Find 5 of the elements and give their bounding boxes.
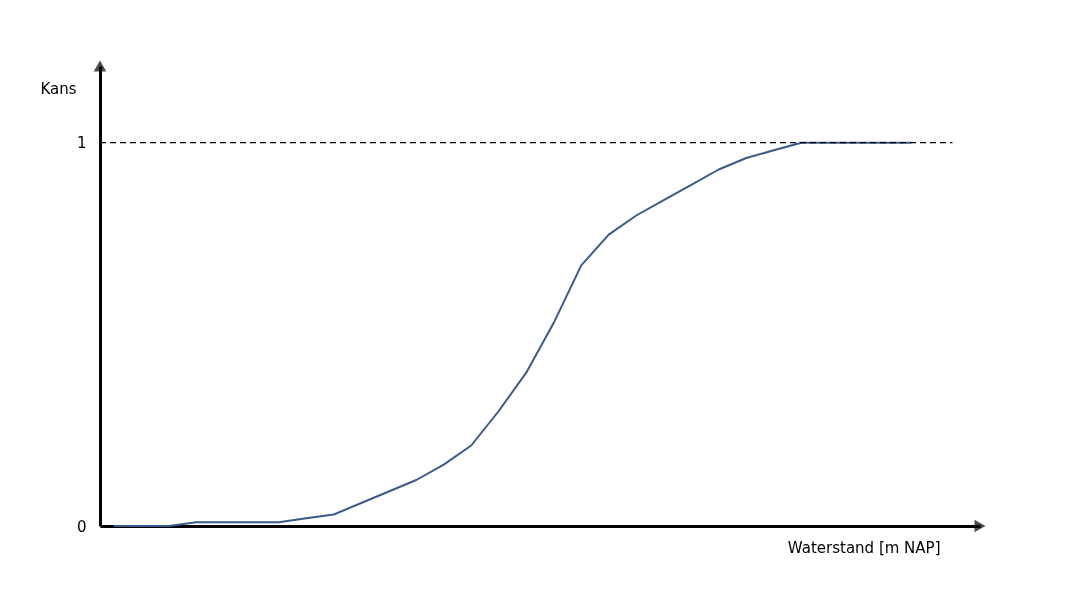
y-axis-title: Kans xyxy=(40,79,77,98)
x-axis-title: Waterstand [m NAP] xyxy=(787,538,941,557)
y-tick-label: 0 xyxy=(76,517,87,536)
y-tick-label: 1 xyxy=(76,134,87,153)
line-series xyxy=(112,141,913,527)
